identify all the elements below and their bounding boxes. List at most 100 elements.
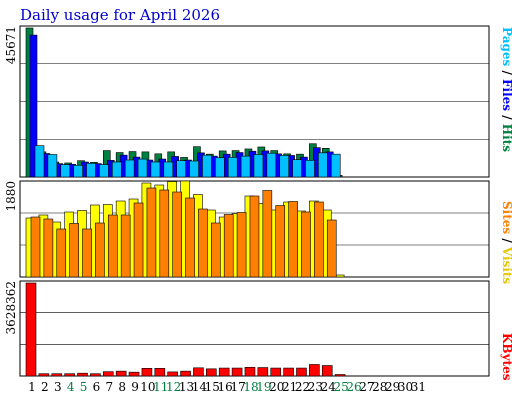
tick-label: 30 [398, 380, 413, 394]
bar-sites [223, 214, 234, 278]
tick-label: 15 [205, 380, 220, 394]
bar-sites [288, 201, 298, 278]
bar-kbytes [321, 365, 333, 377]
bar-kbytes [180, 370, 191, 377]
bar-kbytes [206, 368, 217, 377]
bar-kbytes [257, 367, 269, 377]
bar-sites [133, 202, 144, 278]
legend-item: / [500, 234, 512, 243]
bar-kbytes [115, 370, 127, 377]
bar-sites [314, 201, 324, 278]
bar-sites [249, 195, 260, 278]
bar-files [29, 34, 38, 178]
bar-sites [211, 222, 221, 278]
tick-label: 29 [385, 380, 400, 394]
bar-sites [275, 205, 286, 278]
legend-item: / [500, 111, 512, 120]
bar-sites [43, 218, 54, 278]
bar-pages [47, 154, 58, 178]
bar-kbytes [102, 371, 114, 377]
bar-pages [189, 160, 199, 178]
bar-pages [266, 152, 277, 178]
bar-kbytes [193, 367, 204, 377]
bar-sites [146, 187, 157, 278]
legend-0: Pages / Files / Hits [500, 27, 512, 152]
bar-pages [176, 160, 186, 178]
bar-kbytes [309, 364, 320, 377]
chart-title: Daily usage for April 2026 [20, 6, 221, 24]
tick-label: 18 [243, 380, 258, 394]
bar-sites [30, 216, 41, 278]
bar-kbytes [244, 366, 256, 377]
tick-label: 16 [218, 380, 233, 394]
panel-frame-kbytes [19, 280, 490, 377]
bar-pages [305, 160, 315, 178]
tick-label: 2 [41, 380, 49, 394]
tick-label: 8 [118, 380, 126, 394]
bar-pages [330, 153, 341, 178]
bar-sites [95, 222, 105, 278]
tick-label: 21 [282, 380, 297, 394]
bar-kbytes [64, 373, 75, 377]
tick-label: 11 [153, 380, 168, 394]
bar-pages [137, 158, 148, 178]
bar-pages [99, 164, 109, 178]
tick-label: 31 [411, 380, 426, 394]
bar-sites [301, 211, 311, 278]
tick-label: 9 [131, 380, 139, 394]
bar-kbytes [334, 374, 346, 377]
tick-label: 3 [54, 380, 62, 394]
bar-kbytes [231, 367, 243, 377]
bar-pages [292, 159, 302, 178]
bar-kbytes [25, 282, 37, 377]
bar-kbytes [167, 371, 178, 377]
tick-label: 19 [256, 380, 271, 394]
legend-item: Sites [500, 201, 512, 234]
tick-label: 24 [321, 380, 337, 394]
bar-pages [318, 152, 328, 178]
bar-sites [326, 219, 337, 278]
bar-pages [202, 154, 212, 178]
bar-sites [236, 212, 247, 278]
bar-pages [227, 157, 238, 178]
tick-label: 12 [166, 380, 181, 394]
legend-item: Visits [500, 243, 512, 285]
bar-pages [215, 157, 225, 178]
tick-label: 4 [67, 380, 75, 394]
tick-label: 23 [308, 380, 323, 394]
tick-label: 7 [105, 380, 113, 394]
tick-label: 28 [372, 380, 387, 394]
bar-pages [150, 161, 161, 178]
bar-sites [262, 190, 273, 278]
bar-pages [34, 145, 45, 178]
tick-label: 17 [230, 380, 245, 394]
tick-label: 10 [140, 380, 155, 394]
legend-item: Pages [500, 27, 512, 67]
bar-kbytes [154, 368, 166, 377]
bar-kbytes [51, 373, 63, 377]
bar-kbytes [38, 373, 50, 377]
bar-pages [163, 161, 174, 178]
bar-kbytes [90, 373, 101, 377]
bar-sites [172, 191, 182, 278]
bar-kbytes [296, 367, 307, 377]
bar-sites [107, 214, 118, 278]
tick-label: 6 [93, 380, 101, 394]
bar-pages [60, 164, 71, 178]
tick-label: 5 [80, 380, 88, 394]
panel-max-label-visits-sites: 1880 [4, 181, 18, 212]
bar-sites [56, 228, 67, 278]
bar-sites [185, 197, 195, 278]
bar-sites [69, 223, 79, 278]
bar-pages [111, 161, 122, 178]
legend-item: / [500, 66, 512, 75]
tick-label: 1 [28, 380, 36, 394]
bar-kbytes [128, 371, 140, 377]
legend-1: Sites / Visits [500, 201, 512, 284]
bar-pages [240, 155, 251, 178]
bar-kbytes [270, 367, 282, 377]
legend-item: Hits [500, 120, 512, 153]
bar-sites [159, 189, 170, 278]
bar-kbytes [141, 368, 153, 377]
